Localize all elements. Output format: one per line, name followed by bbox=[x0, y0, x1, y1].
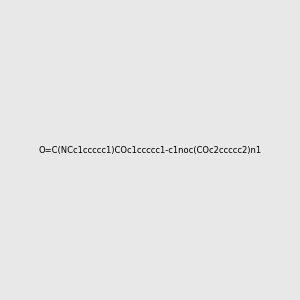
Text: O=C(NCc1ccccc1)COc1ccccc1-c1noc(COc2ccccc2)n1: O=C(NCc1ccccc1)COc1ccccc1-c1noc(COc2cccc… bbox=[38, 146, 262, 154]
